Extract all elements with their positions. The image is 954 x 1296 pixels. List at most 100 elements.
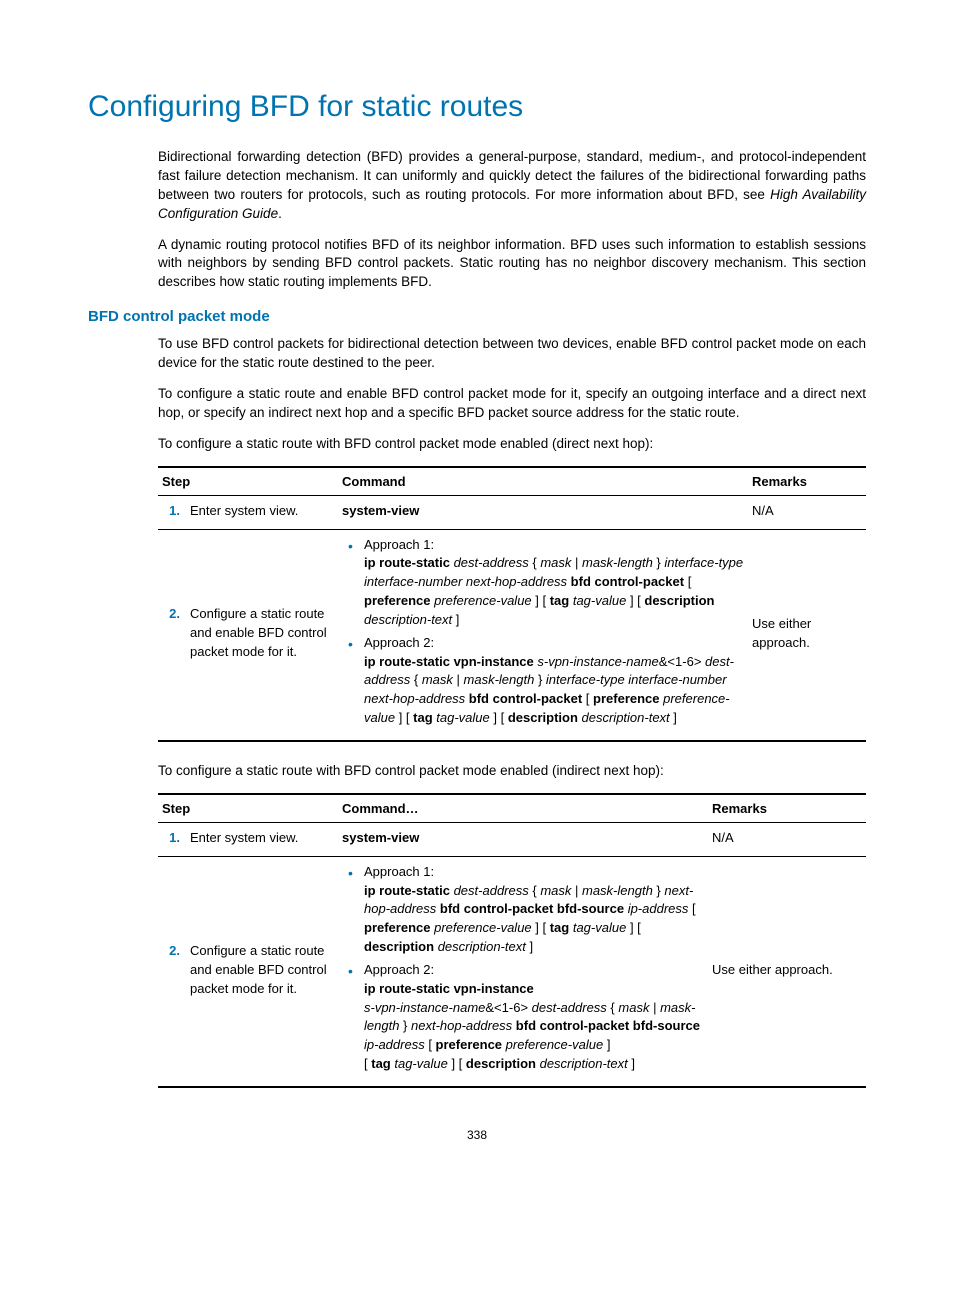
sub-paragraph-1: To use BFD control packets for bidirecti… [88,335,866,373]
arg: tag-value [436,710,493,725]
arg: mask [540,883,575,898]
config-table-indirect: Step Command… Remarks 1. Enter system vie… [158,793,866,1088]
step-desc: Enter system view. [190,502,330,521]
arg: preference-value [434,593,535,608]
cmd: description [466,1056,540,1071]
arg: ip-address [628,901,692,916]
sep: | [575,555,582,570]
arg: next-hop-address [411,1018,516,1033]
sep: ] [ [630,920,641,935]
approach-label: Approach 2: [364,962,434,977]
cmd: preference [364,593,434,608]
cmd: ip route-static [364,555,454,570]
arg: tag-value [573,920,630,935]
intro-paragraph-2: A dynamic routing protocol notifies BFD … [88,236,866,293]
cmd: bfd control-packet bfd-source [516,1018,700,1033]
cmd: description [508,710,582,725]
cmd: ip route-static vpn-instance [364,981,534,996]
section-subheading: BFD control packet mode [88,308,866,325]
arg: dest-address [454,883,533,898]
page-title: Configuring BFD for static routes [88,90,866,124]
cmd: preference [364,920,434,935]
sep: { [414,672,422,687]
arg: mask [422,672,457,687]
sep: | [575,883,582,898]
cmd: description [644,593,714,608]
arg: description-text [540,1056,632,1071]
remarks-text: Use either approach. [708,856,866,1087]
page-number: 338 [88,1128,866,1142]
sep: | [653,1000,660,1015]
step-desc: Enter system view. [190,829,330,848]
sep: } [538,672,546,687]
arg: preference-value [506,1037,607,1052]
approach-1: Approach 1: ip route-static dest-address… [342,536,744,630]
cmd: ip route-static vpn-instance [364,654,537,669]
arg: description-text [582,710,674,725]
sep: &<1-6> [485,1000,531,1015]
arg: mask-length [582,555,656,570]
sep: [ [692,901,696,916]
cmd: tag [550,920,573,935]
sep: ] [ [630,593,644,608]
sep: &<1-6> [659,654,705,669]
sep: ] [529,939,533,954]
arg: mask [618,1000,653,1015]
sep: ] [607,1037,611,1052]
step-desc: Configure a static route and enable BFD … [190,605,330,662]
step-number: 1. [162,502,180,521]
arg: tag-value [394,1056,451,1071]
step-number: 2. [162,605,180,624]
arg: tag-value [573,593,630,608]
sep: [ [586,691,593,706]
table2-caption: To configure a static route with BFD con… [88,762,866,781]
th-command: Command [338,467,748,496]
cmd: ip route-static [364,883,454,898]
cmd: bfd control-packet bfd-source [440,901,628,916]
arg: dest-address [454,555,533,570]
table-row: 2. Configure a static route and enable BF… [158,529,866,741]
th-step: Step [158,794,338,823]
cmd: tag [371,1056,394,1071]
sep: ] [ [399,710,413,725]
text: Bidirectional forwarding detection (BFD)… [158,149,866,202]
arg: preference-value [434,920,535,935]
approach-label: Approach 2: [364,635,434,650]
approach-2: Approach 2: ip route-static vpn-instance… [342,961,704,1074]
sep: [ [688,574,692,589]
sep: ] [ [535,593,549,608]
approach-label: Approach 1: [364,537,434,552]
step-desc: Configure a static route and enable BFD … [190,942,330,999]
sep: } [403,1018,411,1033]
cmd: tag [413,710,436,725]
table-row: 2. Configure a static route and enable BF… [158,856,866,1087]
sep: [ [428,1037,435,1052]
step-number: 2. [162,942,180,961]
sub-paragraph-2: To configure a static route and enable B… [88,385,866,423]
arg: description-text [364,612,456,627]
cmd: description [364,939,438,954]
cmd: bfd control-packet [571,574,688,589]
approach-2: Approach 2: ip route-static vpn-instance… [342,634,744,728]
text: . [278,206,282,221]
sep: ] [ [535,920,549,935]
arg: mask-length [582,883,656,898]
th-remarks: Remarks [708,794,866,823]
table-row: 1. Enter system view. system-view N/A [158,495,866,529]
sep: ] [673,710,677,725]
remarks-text: N/A [748,495,866,529]
cmd: preference [436,1037,506,1052]
command-text: system-view [342,830,419,845]
th-command: Command… [338,794,708,823]
remarks-text: N/A [708,822,866,856]
step-number: 1. [162,829,180,848]
sep: ] [ [451,1056,465,1071]
intro-paragraph-1: Bidirectional forwarding detection (BFD)… [88,148,866,224]
cmd: preference [593,691,663,706]
cmd: bfd control-packet [469,691,586,706]
arg: s-vpn-instance-name [537,654,658,669]
arg: mask [540,555,575,570]
arg: description-text [438,939,530,954]
command-text: system-view [342,503,419,518]
sep: ] [ [493,710,507,725]
